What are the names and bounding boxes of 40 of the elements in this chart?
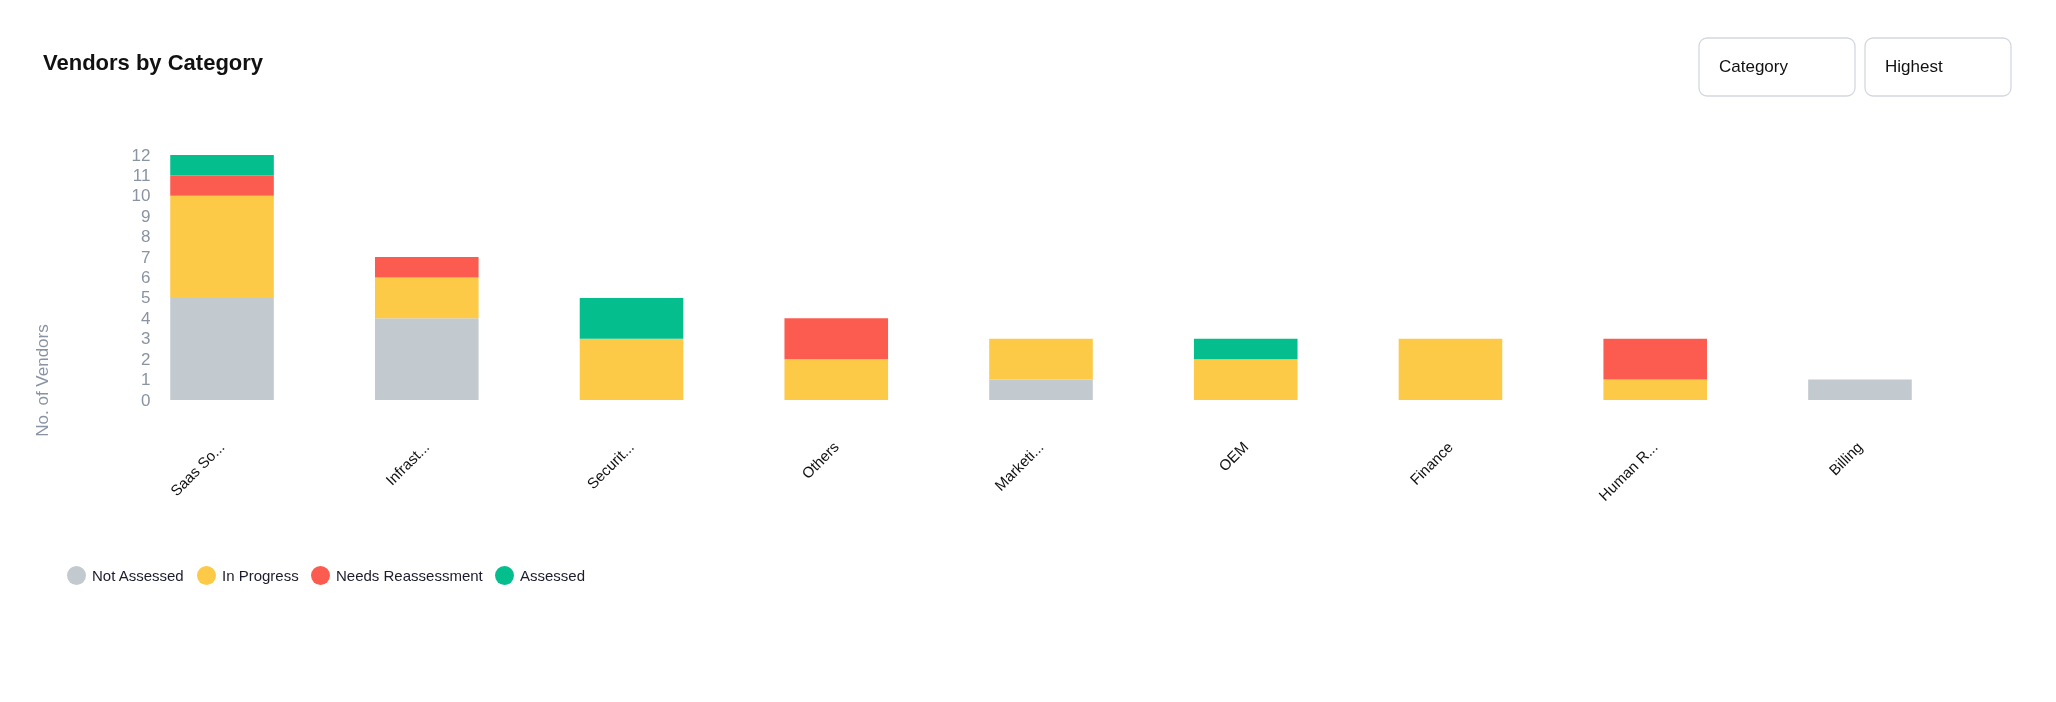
y-tick-label: 2 [141, 349, 151, 369]
bar [1193, 338, 1298, 360]
legend-label: In Progress [222, 566, 299, 584]
y-tick-label: 10 [131, 186, 151, 206]
y-axis-title: No. of Vendors [32, 324, 52, 437]
bar [989, 338, 1093, 380]
bar [1603, 338, 1708, 380]
text: Category [1719, 57, 1789, 76]
bar [170, 297, 274, 400]
y-tick-label: 6 [141, 268, 151, 287]
legend-label: Assessed [520, 566, 586, 584]
y-tick-label: 3 [141, 329, 151, 349]
bar [579, 297, 684, 339]
y-tick-label: 5 [141, 288, 151, 308]
bar [170, 195, 274, 298]
bar [784, 318, 889, 360]
bar [989, 379, 1093, 400]
y-tick-label: 9 [141, 206, 151, 226]
y-tick-label: 11 [132, 165, 151, 185]
legend-label: Not Assessed [92, 566, 184, 584]
y-tick-label: 7 [141, 247, 151, 267]
y-tick-label: 1 [141, 370, 151, 390]
chart-title: Vendors by Category [43, 50, 264, 76]
bar [374, 257, 479, 278]
bar [1603, 379, 1708, 400]
bar [579, 338, 684, 400]
text: Highest [1885, 57, 1943, 76]
bar [1193, 359, 1298, 400]
bar [1808, 379, 1912, 400]
y-tick-label: 8 [141, 227, 151, 247]
legend-label: Needs Reassessment [336, 566, 484, 584]
y-tick-label: 4 [141, 308, 151, 328]
y-tick-label: 0 [141, 390, 151, 410]
bar [784, 359, 889, 400]
bar [170, 155, 274, 176]
bar [374, 318, 479, 400]
bar [170, 175, 274, 196]
bar [1398, 338, 1503, 400]
bar [374, 277, 479, 319]
y-tick-label: 12 [131, 145, 151, 165]
